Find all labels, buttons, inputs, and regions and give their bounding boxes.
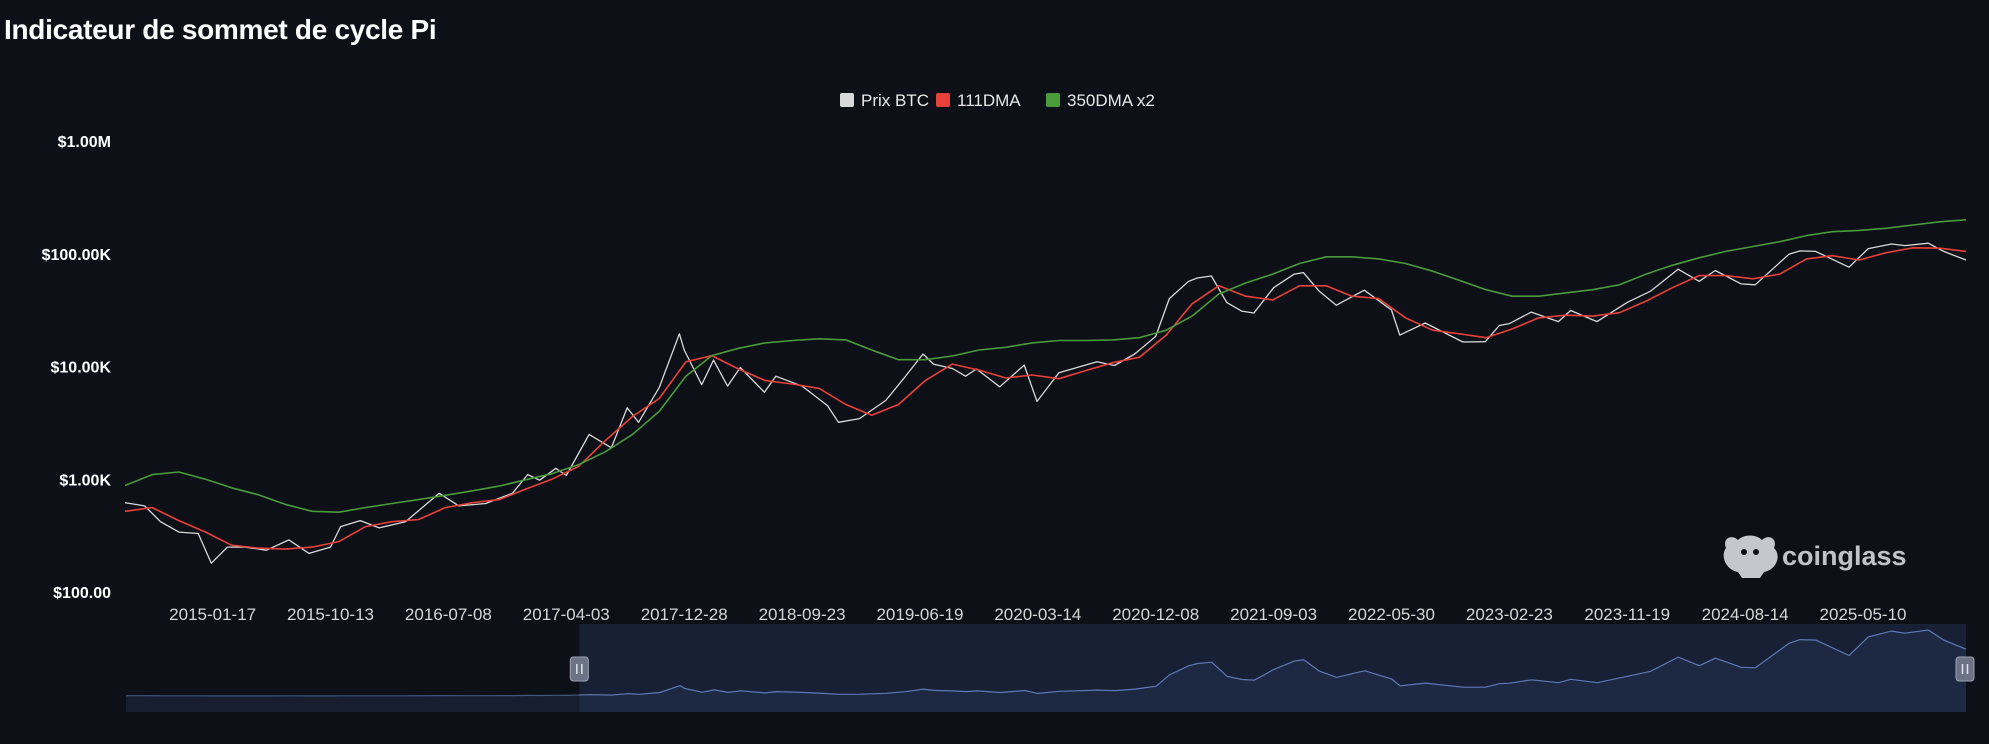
coinglass-watermark: coinglass <box>1723 535 1907 578</box>
y-tick-label: $1.00M <box>58 134 111 151</box>
x-tick-label: 2022-05-30 <box>1348 605 1435 624</box>
x-tick-label: 2019-06-19 <box>876 605 963 624</box>
navigator-mask <box>126 624 580 712</box>
page-title: Indicateur de sommet de cycle Pi <box>4 14 437 45</box>
legend: Prix BTC 111DMA 350DMA x2 <box>840 91 1155 110</box>
plot-area <box>124 219 1967 564</box>
x-tick-label: 2016-07-08 <box>405 605 492 624</box>
111dma-line <box>124 247 1967 550</box>
legend-label: Prix BTC <box>861 91 929 110</box>
x-tick-label: 2023-02-23 <box>1466 605 1553 624</box>
navigator-left-handle[interactable] <box>569 656 589 682</box>
x-tick-label: 2020-03-14 <box>994 605 1081 624</box>
coinglass-logo-icon <box>1723 535 1778 578</box>
350dma-x2-line <box>124 219 1967 513</box>
legend-swatch <box>1046 93 1060 107</box>
y-tick-label: $10.00K <box>51 360 112 377</box>
x-tick-label: 2015-01-17 <box>169 605 256 624</box>
y-tick-label: $1.00K <box>59 472 111 489</box>
handle-grip[interactable] <box>1955 656 1975 682</box>
watermark-text: coinglass <box>1782 541 1907 571</box>
navigator-area <box>126 630 1966 712</box>
legend-item-prix-btc[interactable]: Prix BTC <box>840 91 929 110</box>
x-axis: 2015-01-17 2015-10-13 2016-07-08 2017-04-03… <box>169 605 1906 624</box>
y-tick-label: $100.00K <box>42 247 112 264</box>
x-tick-label: 2018-09-23 <box>759 605 846 624</box>
x-tick-label: 2020-12-08 <box>1112 605 1199 624</box>
handle-grip[interactable] <box>569 656 589 682</box>
x-tick-label: 2017-04-03 <box>523 605 610 624</box>
prix-btc-line <box>124 242 1967 564</box>
navigator-right-handle[interactable] <box>1955 656 1975 682</box>
legend-label: 111DMA <box>957 91 1021 110</box>
legend-label: 350DMA x2 <box>1067 91 1155 110</box>
x-tick-label: 2021-09-03 <box>1230 605 1317 624</box>
x-tick-label: 2023-11-19 <box>1584 605 1670 624</box>
x-tick-label: 2015-10-13 <box>287 605 374 624</box>
y-tick-label: $100.00 <box>53 585 111 602</box>
x-tick-label: 2025-05-10 <box>1820 605 1907 624</box>
navigator-line <box>126 629 1967 697</box>
legend-swatch <box>840 93 854 107</box>
legend-item-350dma-x2[interactable]: 350DMA x2 <box>1046 91 1155 110</box>
range-navigator <box>126 624 1975 712</box>
x-tick-label: 2017-12-28 <box>641 605 728 624</box>
y-axis: $1.00M $100.00K $10.00K $1.00K $100.00 <box>42 134 112 602</box>
legend-item-111dma[interactable]: 111DMA <box>936 91 1021 110</box>
x-tick-label: 2024-08-14 <box>1702 605 1789 624</box>
legend-swatch <box>936 93 950 107</box>
